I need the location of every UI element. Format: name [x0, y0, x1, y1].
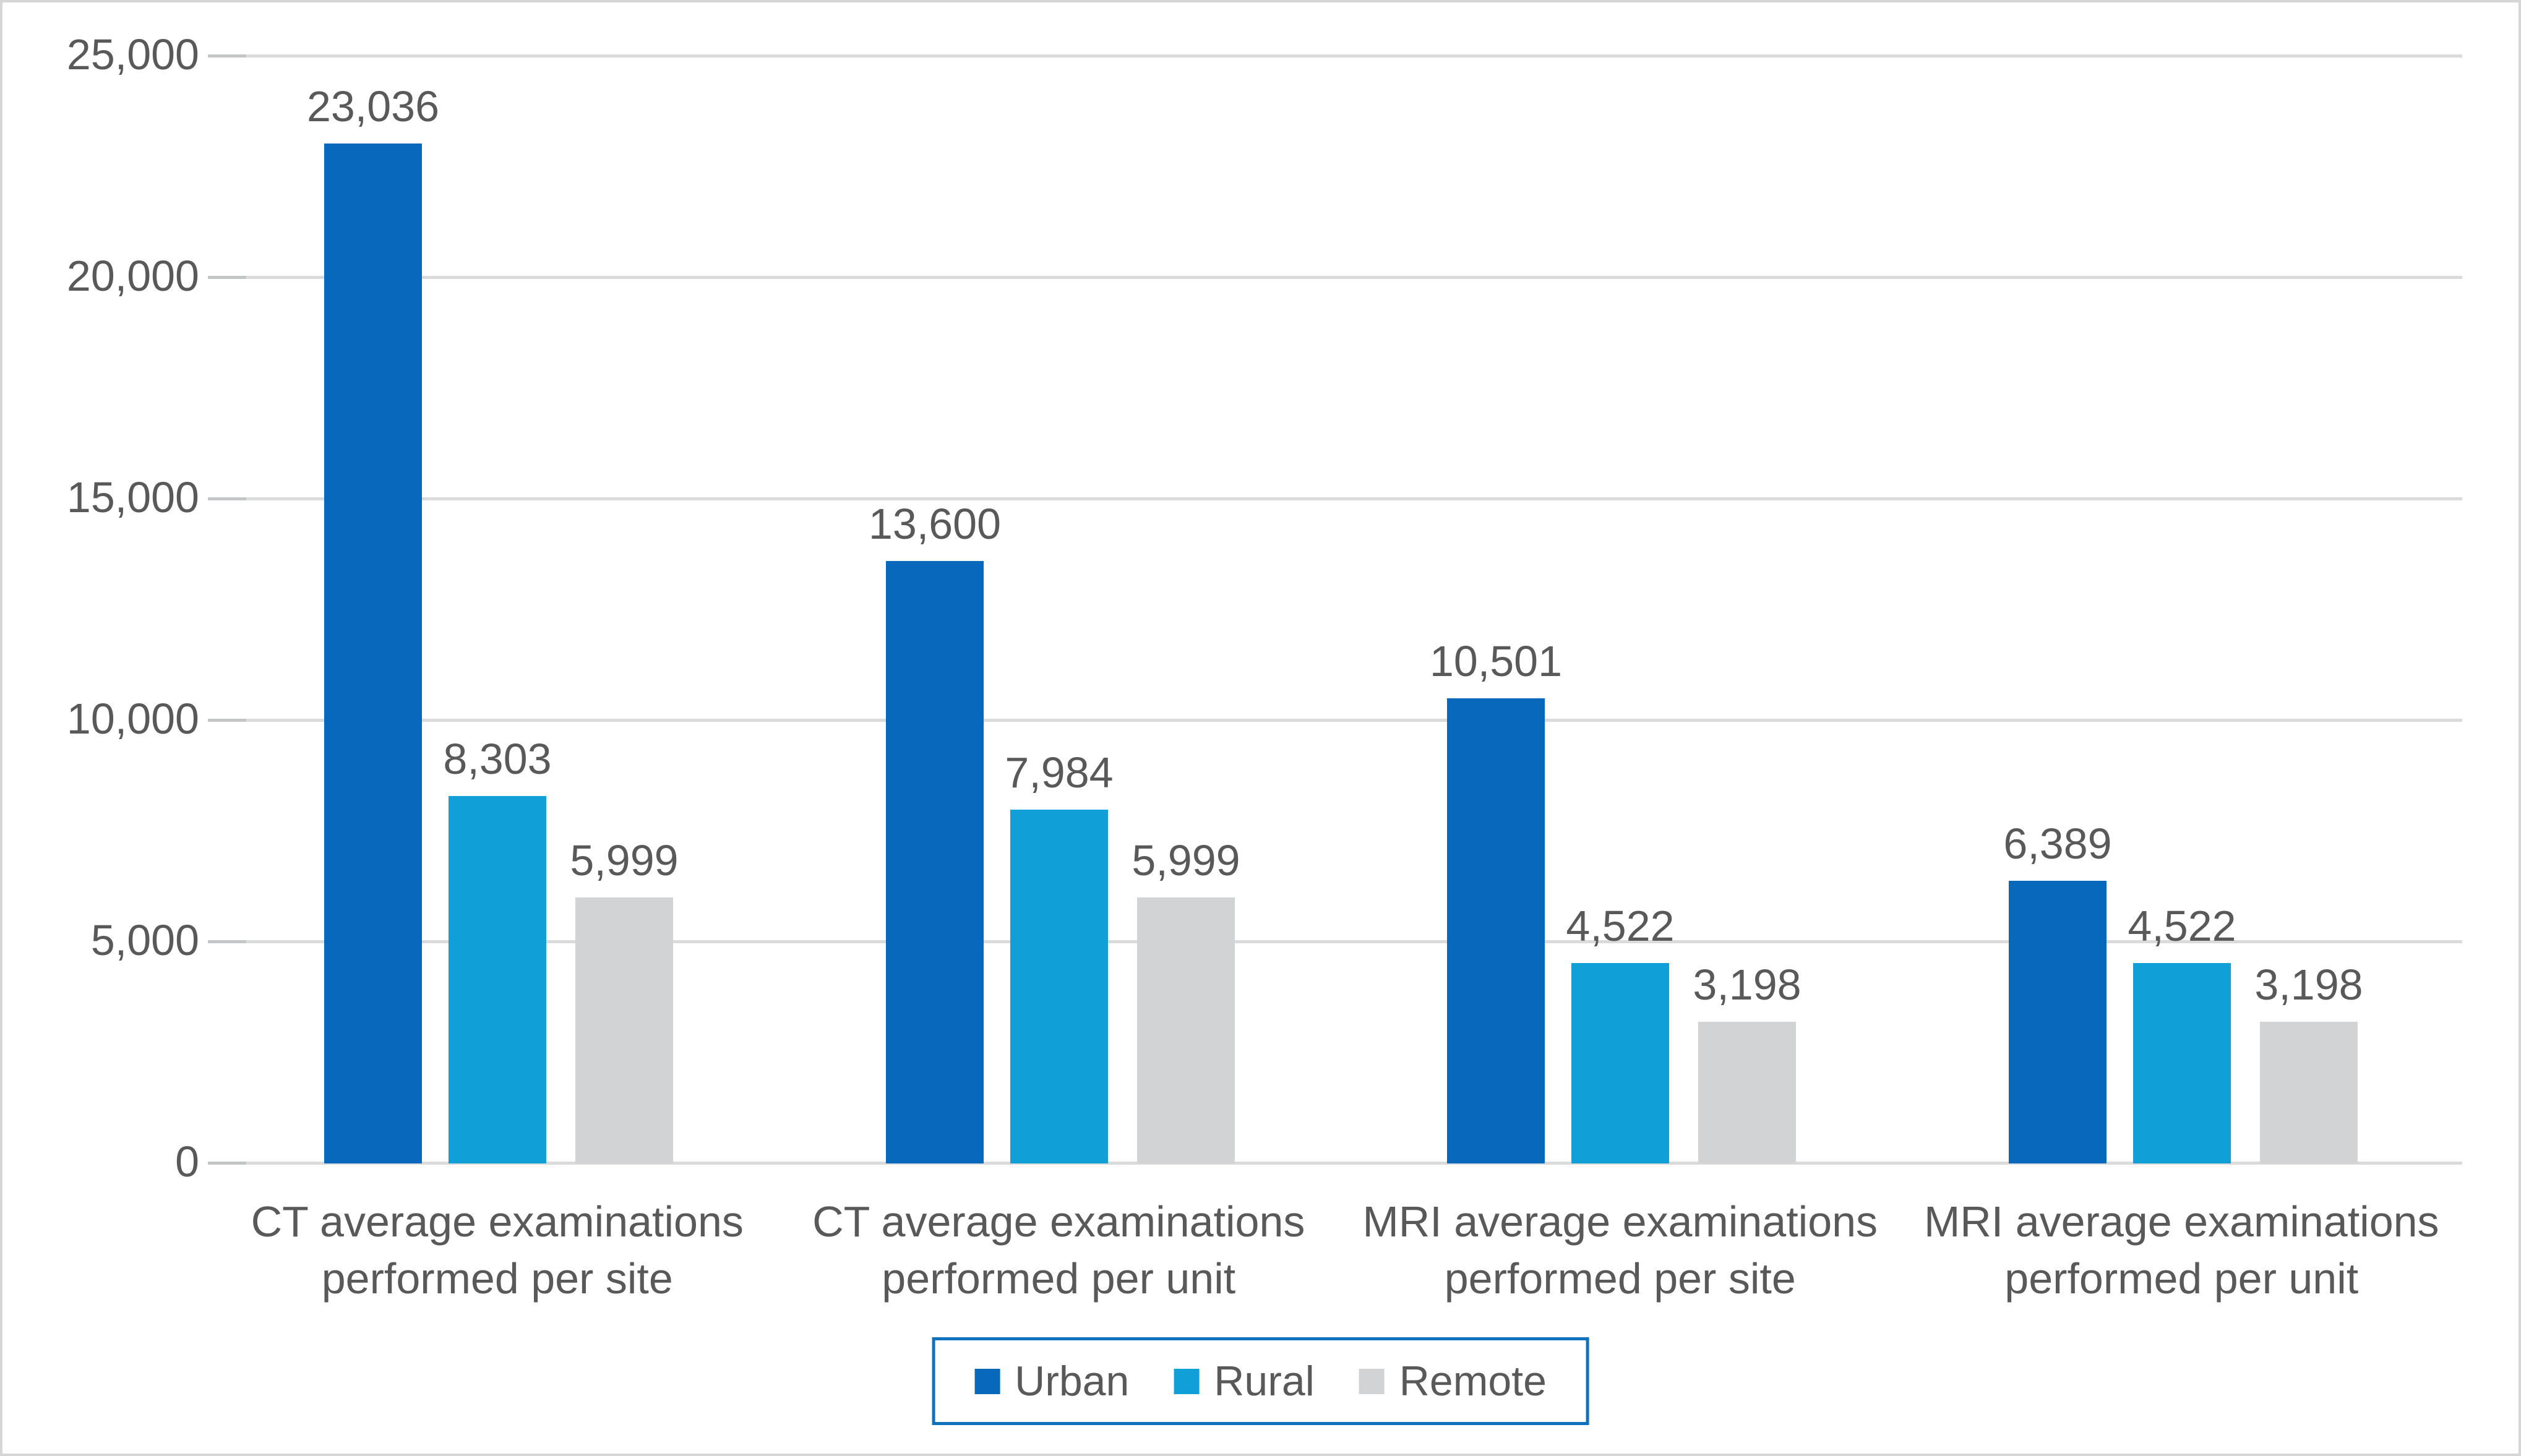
bar-remote [2260, 1022, 2358, 1163]
bar-value-label: 6,389 [2003, 820, 2112, 868]
y-axis-tick-label: 0 [175, 1137, 199, 1186]
legend-label: Rural [1214, 1358, 1315, 1405]
bar-value-label: 13,600 [868, 500, 1002, 548]
x-axis-category-label: MRI average examinations performed per s… [1362, 1197, 1878, 1303]
y-axis-tick-label: 10,000 [66, 695, 199, 743]
x-axis-category-label: CT average examinations performed per un… [812, 1197, 1305, 1303]
gridline [217, 719, 2462, 722]
bar-remote [575, 897, 673, 1163]
legend-label: Remote [1399, 1358, 1547, 1405]
legend-swatch [1359, 1368, 1385, 1394]
y-axis-tick [208, 719, 246, 722]
legend: Urban Rural Remote [932, 1337, 1589, 1425]
bar-rural [2133, 963, 2231, 1163]
bar-value-label: 8,303 [443, 735, 552, 783]
bar-remote [1137, 897, 1235, 1163]
bar-value-label: 3,198 [1693, 961, 1802, 1009]
y-axis-tick [208, 1162, 246, 1165]
plot-area: 23,036 13,600 10,501 6,389 8,303 7,984 4,522 4,… [208, 54, 2462, 1165]
y-axis-tick-label: 25,000 [66, 30, 199, 79]
bar-value-label: 5,999 [1132, 836, 1240, 884]
legend-item-urban: Urban [974, 1357, 1129, 1405]
legend-swatch [974, 1368, 1000, 1394]
bar-rural [1571, 963, 1669, 1163]
bar-rural [1010, 810, 1108, 1163]
bar-value-label: 7,984 [1005, 748, 1114, 797]
bar-rural [449, 796, 546, 1163]
gridline [217, 276, 2462, 279]
bar-value-label: 4,522 [1566, 902, 1675, 950]
gridline [217, 54, 2462, 58]
bar-value-label: 5,999 [570, 836, 679, 884]
gridline [217, 940, 2462, 943]
bar-urban [2009, 881, 2107, 1163]
y-axis-tick-label: 15,000 [66, 473, 199, 521]
bar-urban [1447, 698, 1545, 1163]
y-axis-tick [208, 940, 246, 943]
bar-remote [1698, 1022, 1796, 1163]
y-axis-tick [208, 497, 246, 500]
bar-value-label: 10,501 [1429, 637, 1563, 685]
y-axis-tick [208, 276, 246, 279]
gridline [217, 497, 2462, 500]
bar-value-label: 3,198 [2254, 961, 2363, 1009]
bar-urban [886, 561, 984, 1163]
legend-item-remote: Remote [1359, 1357, 1547, 1405]
gridline [217, 1162, 2462, 1165]
y-axis-tick [208, 54, 246, 58]
legend-item-rural: Rural [1174, 1357, 1315, 1405]
bar-value-label: 23,036 [306, 82, 440, 131]
bar-urban [324, 143, 422, 1163]
legend-label: Urban [1015, 1358, 1130, 1405]
y-axis-tick-label: 20,000 [66, 252, 199, 300]
x-axis-category-label: MRI average examinations performed per u… [1923, 1197, 2439, 1303]
legend-swatch [1174, 1368, 1200, 1394]
y-axis-tick-label: 5,000 [90, 916, 199, 964]
bar-value-label: 4,522 [2128, 902, 2236, 950]
x-axis-category-label: CT average examinations performed per si… [251, 1197, 744, 1303]
